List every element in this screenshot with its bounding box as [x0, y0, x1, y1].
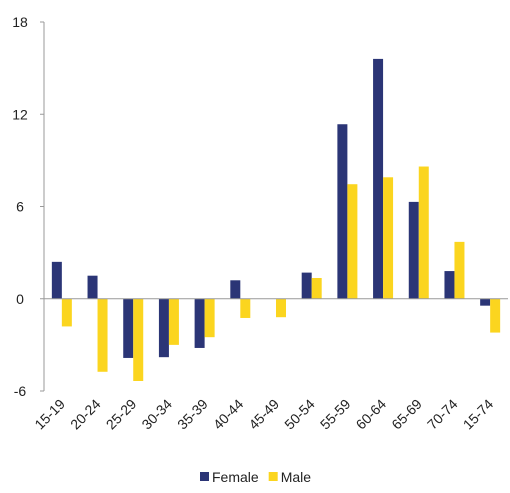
x-tick-label: 65-69 [388, 396, 425, 433]
bar [490, 298, 501, 333]
bar [454, 241, 465, 299]
bar [347, 184, 358, 299]
bar [133, 298, 144, 382]
y-tick-label: 0 [16, 291, 24, 307]
legend-swatch [200, 472, 209, 481]
bar [230, 280, 241, 299]
bar [51, 261, 62, 299]
bar [87, 275, 98, 299]
x-tick-label: 35-39 [174, 396, 211, 433]
legend-label: Female [212, 469, 259, 485]
bar [444, 271, 455, 299]
y-tick-label: 6 [16, 199, 24, 215]
bar [158, 298, 169, 358]
x-tick-label: 70-74 [424, 396, 461, 433]
x-tick-label: 15-19 [31, 396, 68, 433]
bar [480, 298, 491, 306]
bar [276, 298, 286, 318]
bar [61, 298, 72, 327]
legend-swatch [268, 472, 278, 481]
x-tick-label: 50-54 [281, 396, 318, 433]
bar [373, 58, 384, 299]
x-tick-label: 55-59 [317, 396, 354, 433]
x-tick-label: 20-24 [67, 396, 104, 433]
bar [123, 298, 134, 358]
bar [204, 298, 215, 338]
bar [311, 277, 322, 299]
bar [97, 298, 108, 372]
x-tick-label: 15-74 [460, 396, 497, 433]
bar [383, 177, 394, 299]
y-tick-label: 12 [12, 106, 28, 122]
bar [337, 124, 348, 299]
bar [418, 166, 429, 299]
x-tick-label: 40-44 [210, 396, 247, 433]
x-tick-label: 45-49 [245, 396, 282, 433]
x-tick-label: 60-64 [353, 396, 390, 433]
x-tick-label: 30-34 [138, 396, 175, 433]
y-tick-label: 18 [12, 14, 28, 30]
bar [408, 201, 419, 299]
bar [301, 272, 312, 299]
bar [194, 298, 205, 348]
bar [240, 298, 251, 318]
legend-label: Male [281, 469, 312, 485]
y-tick-label: -6 [14, 383, 27, 399]
bar [168, 298, 179, 345]
x-tick-label: 25-29 [103, 396, 140, 433]
